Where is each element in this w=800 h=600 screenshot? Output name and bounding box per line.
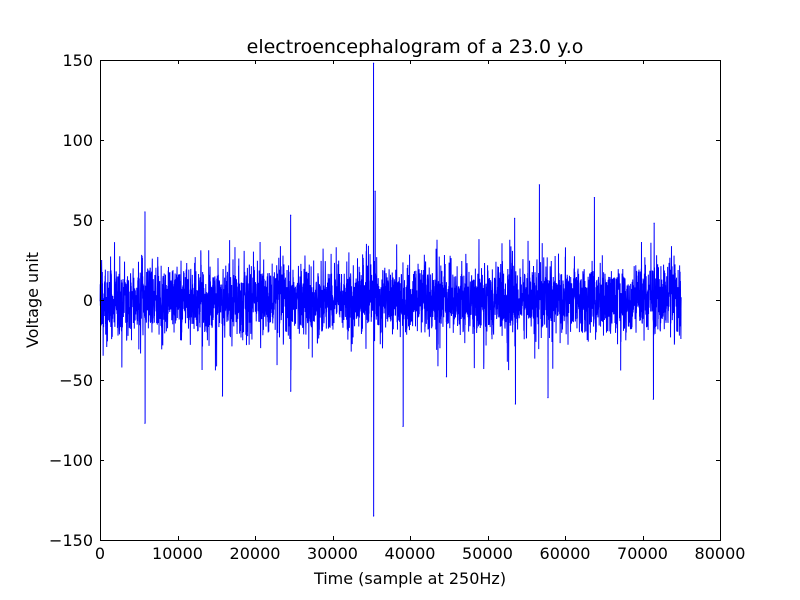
x-tick-label: 10000 (152, 544, 203, 563)
signal-spike-point (374, 190, 376, 192)
x-tick-label: 40000 (385, 544, 436, 563)
eeg-signal-line (99, 63, 682, 517)
x-tick-label: 70000 (617, 544, 668, 563)
chart-title: electroencephalogram of a 23.0 y.o (247, 36, 584, 58)
axis-ticks: 0 10000 20000 30000 40000 50000 60000 70000 8000… (49, 51, 745, 563)
signal-spike-point (547, 397, 549, 399)
signal-spike-point (514, 217, 516, 219)
y-tick-label: 150 (62, 51, 93, 70)
y-tick-label: 0 (83, 291, 93, 310)
signal-spike-point (514, 403, 517, 405)
y-tick-label: −100 (49, 451, 93, 470)
signal-spike-point (593, 197, 596, 199)
x-axis-label: Time (sample at 250Hz) (313, 569, 506, 588)
signal-spike-point (221, 395, 224, 397)
signal-spike-point (372, 515, 375, 517)
x-tick-label: 0 (95, 544, 105, 563)
signal-spike-point (144, 211, 146, 213)
x-tick-label: 20000 (230, 544, 281, 563)
signal-spike-point (538, 184, 541, 186)
x-tick-label: 80000 (695, 544, 746, 563)
x-tick-label: 60000 (540, 544, 591, 563)
y-axis-label: Voltage unit (23, 252, 42, 348)
plot-area (99, 62, 682, 517)
signal-spike-point (290, 214, 292, 216)
signal-spike-point (144, 422, 146, 424)
signal-spike-point (445, 376, 448, 378)
y-tick-label: 50 (73, 211, 93, 230)
x-tick-label: 50000 (462, 544, 513, 563)
signal-spike-point (653, 222, 655, 224)
x-tick-label: 30000 (307, 544, 358, 563)
signal-spike-point (372, 62, 375, 64)
signal-spike-point (652, 398, 654, 400)
plot-frame (100, 60, 721, 541)
y-tick-label: 100 (62, 131, 93, 150)
signal-spike-point (402, 425, 404, 427)
y-tick-label: −150 (49, 531, 93, 550)
signal-spike-point (290, 390, 292, 392)
y-tick-label: −50 (59, 371, 93, 390)
